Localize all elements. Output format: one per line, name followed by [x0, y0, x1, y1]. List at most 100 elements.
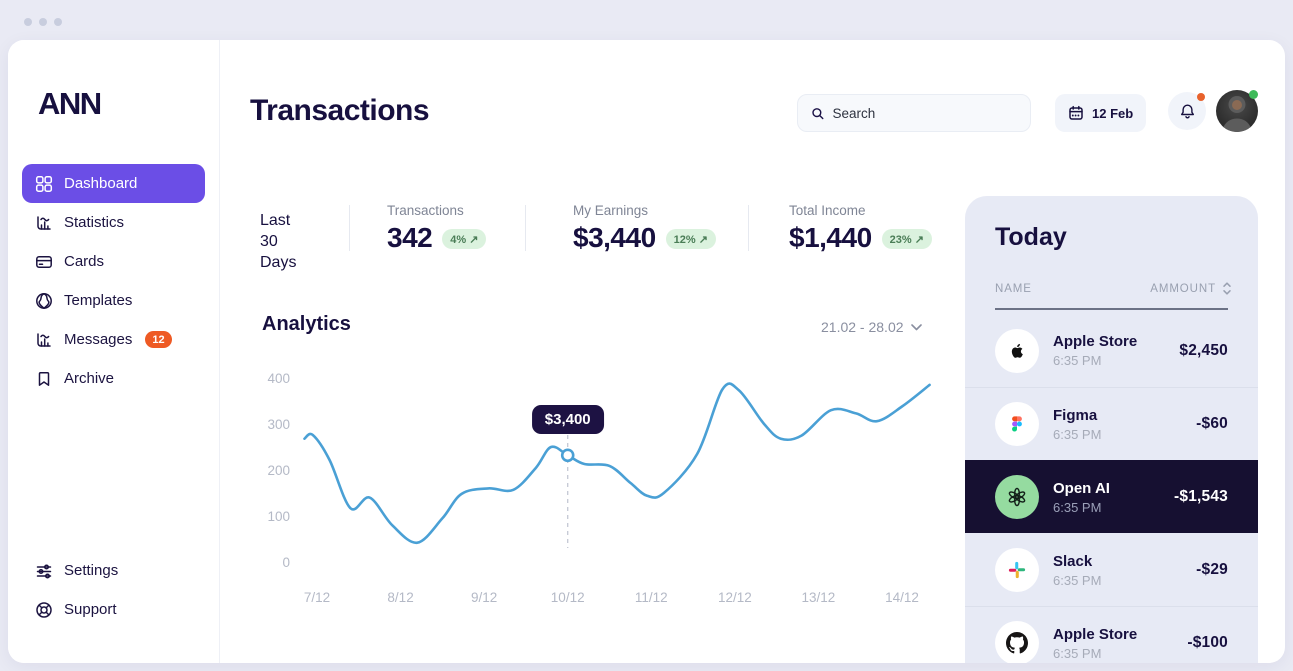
transaction-info: Open AI 6:35 PM [1053, 480, 1110, 515]
sidebar-item-label: Dashboard [64, 175, 138, 192]
credit-card-icon [35, 253, 53, 271]
date-picker-button[interactable]: 12 Feb [1055, 94, 1147, 132]
sidebar-item-settings[interactable]: Settings [22, 551, 205, 590]
x-tick-label: 7/12 [304, 590, 330, 605]
trend-value: 23% [889, 233, 912, 246]
chart-canvas: 0 100 200 300 400 7/12 8/12 9/12 10/12 11/12 12/12… [267, 371, 931, 605]
today-column-headers: NAME AMMOUNT [995, 282, 1232, 295]
stat-value: 342 [387, 222, 433, 253]
sidebar-nav: Dashboard Statistics Cards Templates [22, 164, 205, 398]
date-range-label: 21.02 - 28.02 [821, 319, 904, 335]
x-tick-label: 12/12 [718, 590, 752, 605]
today-panel: Today NAME AMMOUNT Apple Store 6:35 PM $… [965, 196, 1258, 663]
sidebar-item-label: Cards [64, 253, 105, 270]
stat-label: Total Income [789, 203, 866, 218]
calendar-icon [1069, 105, 1083, 120]
sidebar-item-statistics[interactable]: Statistics [22, 203, 205, 242]
stat-value: $3,440 [573, 222, 656, 253]
search-bar[interactable] [797, 94, 1031, 132]
messages-count-badge: 12 [145, 331, 172, 348]
online-status-dot [1249, 90, 1258, 99]
divider [995, 308, 1228, 310]
globe-icon [35, 292, 53, 310]
y-tick-label: 200 [267, 463, 290, 478]
transaction-name: Open AI [1053, 479, 1110, 497]
transaction-amount: -$29 [1196, 561, 1228, 578]
github-icon [995, 621, 1039, 663]
column-amount: AMMOUNT [1150, 282, 1216, 295]
transaction-info: Figma 6:35 PM [1053, 407, 1101, 442]
chevron-down-icon [910, 323, 922, 330]
transaction-time: 6:35 PM [1053, 645, 1102, 661]
trend-value: 4% [450, 233, 467, 246]
sidebar: ANN Dashboard Statistics Cards [8, 40, 220, 663]
analytics-line-chart[interactable]: 0 100 200 300 400 7/12 8/12 9/12 10/12 11/12 12/12… [250, 365, 948, 625]
window-controls[interactable] [24, 18, 62, 26]
chart-line [303, 382, 931, 545]
column-name: NAME [995, 282, 1032, 295]
trend-badge: 12% ↗ [665, 229, 716, 249]
trend-up-icon: ↗ [914, 233, 924, 246]
stat-card-earnings: My Earnings $3,440 12% ↗ [573, 203, 716, 253]
transaction-info: Apple Store 6:35 PM [1053, 626, 1137, 661]
sidebar-item-label: Messages [64, 331, 133, 348]
transaction-amount: -$100 [1187, 634, 1228, 651]
statistics-chart-icon [35, 214, 53, 232]
analytics-title: Analytics [262, 313, 351, 335]
dashboard-grid-icon [35, 175, 53, 193]
window-dot[interactable] [39, 18, 47, 26]
stats-period-line2: 30 Days [260, 233, 297, 271]
y-tick-label: 300 [267, 417, 290, 432]
sidebar-item-label: Archive [64, 370, 115, 387]
trend-badge: 4% ↗ [442, 229, 487, 249]
avatar[interactable] [1216, 90, 1258, 132]
transaction-row[interactable]: Open AI 6:35 PM -$1,543 [965, 460, 1258, 533]
divider [349, 205, 350, 251]
sidebar-item-dashboard[interactable]: Dashboard [22, 164, 205, 203]
stat-card-transactions: Transactions 342 4% ↗ [387, 203, 487, 253]
stats-period: Last 30 Days [260, 210, 296, 273]
chart-tooltip: $3,400 [531, 405, 604, 434]
bell-icon [1180, 104, 1194, 118]
sidebar-item-templates[interactable]: Templates [22, 281, 205, 320]
x-tick-label: 11/12 [635, 590, 668, 605]
today-title: Today [995, 223, 1067, 251]
transaction-info: Apple Store 6:35 PM [1053, 333, 1137, 368]
transaction-time: 6:35 PM [1053, 426, 1102, 442]
avatar-photo [1222, 96, 1252, 132]
y-tick-label: 0 [282, 555, 290, 570]
trend-badge: 23% ↗ [881, 229, 932, 249]
lifebuoy-icon [35, 601, 53, 619]
x-tick-label: 14/12 [885, 590, 919, 605]
sidebar-item-messages[interactable]: Messages 12 [22, 320, 205, 359]
app-logo: ANN [38, 86, 102, 121]
messages-chart-icon [35, 331, 53, 349]
transaction-name: Apple Store [1053, 333, 1138, 350]
transaction-row[interactable]: Apple Store 6:35 PM -$100 [965, 606, 1258, 663]
sidebar-item-support[interactable]: Support [22, 590, 205, 629]
notifications-button[interactable] [1168, 92, 1206, 130]
transaction-amount: -$60 [1196, 415, 1228, 432]
window-dot[interactable] [54, 18, 62, 26]
transaction-row[interactable]: Apple Store 6:35 PM $2,450 [965, 314, 1258, 387]
x-tick-label: 9/12 [471, 590, 497, 605]
sidebar-item-cards[interactable]: Cards [22, 242, 205, 281]
window-dot[interactable] [24, 18, 32, 26]
transaction-row[interactable]: Slack 6:35 PM -$29 [965, 533, 1258, 606]
date-range-select[interactable]: 21.02 - 28.02 [821, 319, 922, 335]
transaction-time: 6:35 PM [1053, 572, 1102, 588]
sidebar-item-label: Support [64, 601, 117, 618]
sort-icon[interactable] [1222, 282, 1232, 295]
notification-dot [1197, 93, 1205, 101]
sidebar-footer-nav: Settings Support [22, 551, 205, 629]
figma-icon [995, 402, 1039, 446]
stats-period-line1: Last [260, 212, 291, 229]
page-title: Transactions [250, 94, 430, 127]
search-input[interactable] [832, 105, 1017, 121]
chart-highlight-point[interactable] [560, 448, 575, 463]
transaction-row[interactable]: Figma 6:35 PM -$60 [965, 387, 1258, 460]
transaction-amount: -$1,543 [1174, 488, 1228, 505]
transaction-time: 6:35 PM [1053, 499, 1102, 515]
sidebar-item-archive[interactable]: Archive [22, 359, 205, 398]
openai-icon [995, 475, 1039, 519]
